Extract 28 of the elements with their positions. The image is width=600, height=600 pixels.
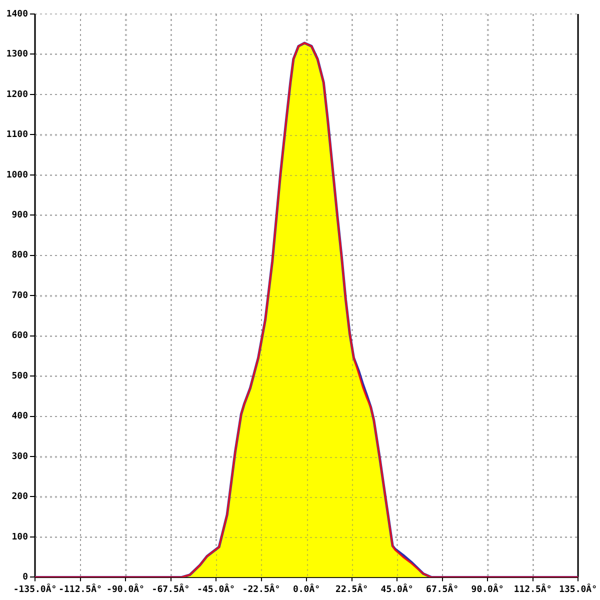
x-tick-label: 22.5Â° bbox=[336, 582, 368, 595]
y-tick-label: 100 bbox=[12, 532, 28, 542]
x-tick-label: 112.5Â° bbox=[514, 582, 552, 595]
y-tick-label: 500 bbox=[12, 371, 28, 382]
y-tick-label: 400 bbox=[12, 412, 28, 422]
y-tick-label: 1200 bbox=[6, 90, 28, 100]
y-tick-label: 300 bbox=[12, 452, 28, 462]
x-tick-label: -135.0Â° bbox=[13, 582, 57, 595]
y-tick-label: 700 bbox=[12, 290, 28, 301]
x-tick-label: 45.0Â° bbox=[380, 582, 414, 595]
y-tick-label: 1300 bbox=[6, 50, 28, 60]
x-tick-label: -67.5Â° bbox=[152, 582, 190, 595]
y-tick-label: 1000 bbox=[6, 170, 28, 180]
x-tick-label: -45.0Â° bbox=[197, 582, 235, 595]
x-tick-label: 67.5Â° bbox=[426, 582, 459, 595]
y-tick-label: 600 bbox=[12, 331, 28, 342]
x-tick-label: 135.0Â° bbox=[559, 582, 598, 595]
x-tick-label: 0.0Â° bbox=[292, 582, 320, 595]
y-tick-label: 200 bbox=[12, 492, 28, 502]
x-tick-label: -22.5Â° bbox=[242, 582, 280, 595]
x-tick-label: 90.0Â° bbox=[471, 582, 504, 595]
y-tick-label: 800 bbox=[12, 250, 28, 261]
y-tick-label: 0 bbox=[22, 572, 28, 583]
x-tick-label: -112.5Â° bbox=[58, 582, 102, 595]
y-tick-label: 1400 bbox=[6, 9, 28, 20]
y-tick-label: 1100 bbox=[6, 130, 28, 140]
y-tick-label: 900 bbox=[12, 210, 28, 220]
x-tick-label: -90.0Â° bbox=[106, 582, 144, 595]
